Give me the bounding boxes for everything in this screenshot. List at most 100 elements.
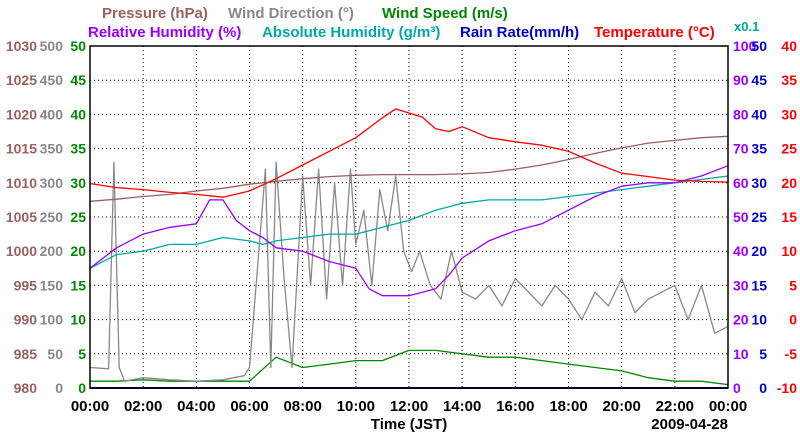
x-tick: 16:00 xyxy=(496,398,534,415)
y-tick-relative-humidity: 100 xyxy=(733,38,757,54)
y-tick-rain-rate: 5 xyxy=(759,346,767,362)
y-tick-relative-humidity: 30 xyxy=(733,277,749,293)
y-tick-wind-speed: 35 xyxy=(70,141,86,157)
y-tick-wind-speed: 10 xyxy=(70,312,86,328)
y-tick-pressure: 980 xyxy=(14,380,38,396)
y-tick-wind-direction: 0 xyxy=(55,380,63,396)
y-tick-temperature: 0 xyxy=(789,312,797,328)
y-tick-relative-humidity: 0 xyxy=(733,380,741,396)
x-tick: 22:00 xyxy=(656,398,694,415)
series-wind-direction xyxy=(89,161,729,382)
y-tick-temperature: 25 xyxy=(781,141,797,157)
y-tick-rain-rate: 0 xyxy=(759,380,767,396)
x-axis-label: Time (JST) xyxy=(371,416,447,433)
y-tick-rain-rate: 45 xyxy=(751,72,767,88)
x-tick: 04:00 xyxy=(177,398,215,415)
y-tick-wind-direction: 100 xyxy=(40,312,64,328)
legend-wind-direction: Wind Direction (°) xyxy=(228,5,354,22)
y-tick-rain-rate: 15 xyxy=(751,277,767,293)
y-tick-wind-direction: 400 xyxy=(40,106,64,122)
y-tick-wind-direction: 500 xyxy=(40,38,64,54)
x-tick: 00:00 xyxy=(71,398,109,415)
y-tick-pressure: 1005 xyxy=(6,209,37,225)
y-tick-wind-speed: 45 xyxy=(70,72,86,88)
y-tick-pressure: 995 xyxy=(14,277,38,293)
legend-pressure: Pressure (hPa) xyxy=(102,5,208,22)
series-absolute-humidity xyxy=(89,175,729,269)
y-tick-temperature: 35 xyxy=(781,72,797,88)
legend-rain-rate: Rain Rate(mm/h) xyxy=(460,24,579,41)
y-tick-temperature: -10 xyxy=(777,380,797,396)
series-wind-speed xyxy=(90,349,729,386)
series-temperature xyxy=(89,108,729,198)
y-tick-rain-rate: 50 xyxy=(751,38,767,54)
y-tick-temperature: 5 xyxy=(789,277,797,293)
plot-frame xyxy=(89,45,729,389)
x-tick: 18:00 xyxy=(549,398,587,415)
x-tick: 02:00 xyxy=(124,398,162,415)
y-tick-wind-speed: 30 xyxy=(70,175,86,191)
y-tick-temperature: 30 xyxy=(781,106,797,122)
x-tick: 20:00 xyxy=(602,398,640,415)
y-tick-wind-direction: 350 xyxy=(40,141,64,157)
y-tick-relative-humidity: 10 xyxy=(733,346,749,362)
y-tick-wind-speed: 15 xyxy=(70,277,86,293)
y-tick-relative-humidity: 90 xyxy=(733,72,749,88)
y-tick-pressure: 1025 xyxy=(6,72,37,88)
y-tick-temperature: 40 xyxy=(781,38,797,54)
chart-date: 2009-04-28 xyxy=(651,416,728,433)
x-tick: 00:00 xyxy=(709,398,747,415)
y-tick-relative-humidity: 60 xyxy=(733,175,749,191)
y-tick-pressure: 985 xyxy=(14,346,38,362)
y-tick-wind-direction: 450 xyxy=(40,72,64,88)
y-tick-rain-rate: 35 xyxy=(751,141,767,157)
y-tick-relative-humidity: 50 xyxy=(733,209,749,225)
legend-relative-humidity: Relative Humidity (%) xyxy=(88,24,241,41)
legend-temperature: Temperature (°C) xyxy=(594,24,715,41)
y-tick-pressure: 1000 xyxy=(6,243,37,259)
x-tick: 08:00 xyxy=(283,398,321,415)
y-tick-relative-humidity: 40 xyxy=(733,243,749,259)
y-tick-wind-direction: 200 xyxy=(40,243,64,259)
y-tick-pressure: 990 xyxy=(14,312,38,328)
y-tick-pressure: 1020 xyxy=(6,106,37,122)
y-tick-wind-direction: 50 xyxy=(47,346,63,362)
legend-wind-speed: Wind Speed (m/s) xyxy=(382,5,508,22)
y-tick-temperature: 10 xyxy=(781,243,797,259)
tick-labels: 1030102510201015101010051000995990985980… xyxy=(6,38,797,415)
x-tick: 12:00 xyxy=(390,398,428,415)
y-tick-temperature: 15 xyxy=(781,209,797,225)
y-tick-wind-speed: 0 xyxy=(78,380,86,396)
series-relative-humidity xyxy=(89,165,729,297)
grid xyxy=(90,46,728,388)
y-tick-rain-rate: 30 xyxy=(751,175,767,191)
y-tick-wind-direction: 250 xyxy=(40,209,64,225)
y-tick-rain-rate: 40 xyxy=(751,106,767,122)
y-tick-rain-rate: 25 xyxy=(751,209,767,225)
x-tick: 06:00 xyxy=(230,398,268,415)
y-tick-wind-direction: 150 xyxy=(40,277,64,293)
y-tick-temperature: -5 xyxy=(785,346,798,362)
y-tick-relative-humidity: 70 xyxy=(733,141,749,157)
y-tick-rain-rate: 10 xyxy=(751,312,767,328)
x-tick: 10:00 xyxy=(337,398,375,415)
y-tick-temperature: 20 xyxy=(781,175,797,191)
series-pressure xyxy=(89,135,729,202)
y-tick-pressure: 1015 xyxy=(6,141,37,157)
series-layer xyxy=(89,108,729,389)
y-tick-pressure: 1030 xyxy=(6,38,37,54)
y-tick-rain-rate: 20 xyxy=(751,243,767,259)
y-tick-pressure: 1010 xyxy=(6,175,37,191)
legend-absolute-humidity: Absolute Humidity (g/m³) xyxy=(262,24,440,41)
scale-note: x0.1 xyxy=(734,19,759,34)
y-tick-wind-speed: 50 xyxy=(70,38,86,54)
y-tick-relative-humidity: 80 xyxy=(733,106,749,122)
y-tick-wind-speed: 25 xyxy=(70,209,86,225)
x-tick: 14:00 xyxy=(443,398,481,415)
y-tick-relative-humidity: 20 xyxy=(733,312,749,328)
y-tick-wind-speed: 40 xyxy=(70,106,86,122)
y-tick-wind-speed: 20 xyxy=(70,243,86,259)
y-tick-wind-direction: 300 xyxy=(40,175,64,191)
y-tick-wind-speed: 5 xyxy=(78,346,86,362)
